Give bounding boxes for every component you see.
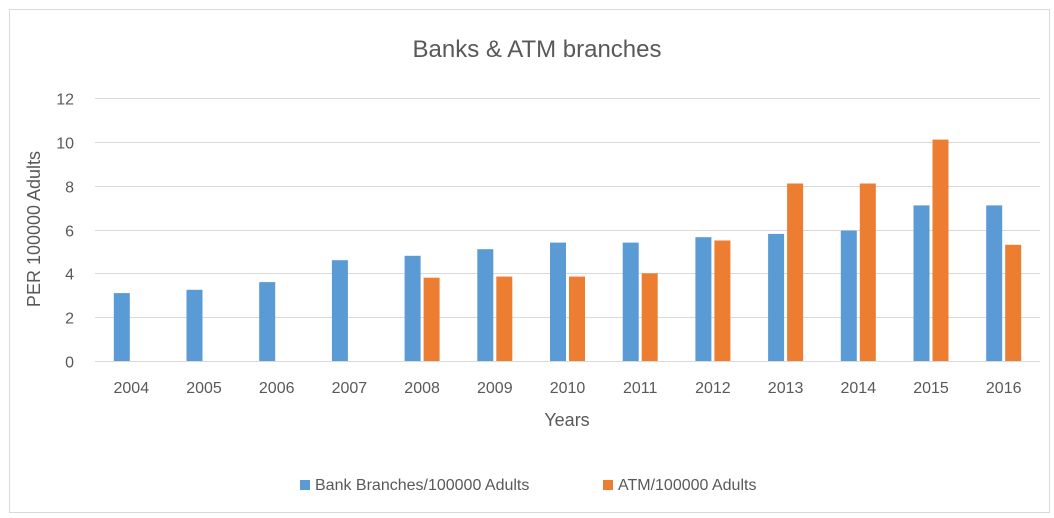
bank-branches-bar-2011 xyxy=(622,242,639,361)
legend-swatch-bank-branches xyxy=(300,480,310,490)
y-tick-label: 4 xyxy=(65,267,74,284)
atm-bar-2012 xyxy=(714,240,731,361)
x-tick-label: 2011 xyxy=(623,380,658,397)
atm-bar-2008 xyxy=(423,277,440,361)
x-tick-label: 2005 xyxy=(186,380,222,397)
atm-bar-2014 xyxy=(859,183,876,361)
y-tick-label: 6 xyxy=(65,224,74,241)
y-tick-label: 8 xyxy=(65,180,74,197)
bank-branches-bar-2006 xyxy=(259,282,276,361)
legend: Bank Branches/100000 Adults ATM/100000 A… xyxy=(300,477,756,494)
y-tick-label: 0 xyxy=(65,355,74,372)
x-tick-label: 2004 xyxy=(114,380,150,397)
bank-branches-bar-2004 xyxy=(113,293,130,361)
x-axis-title: Years xyxy=(544,410,589,430)
bank-branches-bar-2007 xyxy=(331,260,348,361)
x-tick-label: 2009 xyxy=(477,380,513,397)
legend-label-bank-branches: Bank Branches/100000 Adults xyxy=(315,477,529,494)
x-tick-label: 2014 xyxy=(841,380,877,397)
bank-branches-bar-2013 xyxy=(768,233,785,361)
y-axis-title: PER 100000 Adults xyxy=(24,151,44,307)
bank-branches-bar-2016 xyxy=(986,205,1003,361)
atm-bar-2013 xyxy=(787,183,804,361)
x-tick-label: 2006 xyxy=(259,380,295,397)
x-tick-label: 2013 xyxy=(768,380,804,397)
chart-title: Banks & ATM branches xyxy=(413,36,662,63)
bank-branches-bar-2010 xyxy=(550,242,566,361)
x-tick-label: 2015 xyxy=(913,380,949,397)
bank-branches-bar-2015 xyxy=(913,205,930,361)
atm-bar-2016 xyxy=(1005,244,1022,361)
y-tick-labels: 0 2 4 6 8 10 12 xyxy=(56,92,74,372)
y-tick-label: 2 xyxy=(65,311,74,328)
y-tick-label: 12 xyxy=(56,92,74,109)
x-tick-label: 2010 xyxy=(550,380,586,397)
x-tick-labels: 2004 2005 2006 2007 2008 2009 2010 2011 2012 2013… xyxy=(114,380,1022,397)
atm-bar-2015 xyxy=(932,139,949,361)
bank-branches-bar-2005 xyxy=(186,289,203,361)
x-tick-label: 2012 xyxy=(695,380,731,397)
bank-branches-bar-2014 xyxy=(840,230,857,361)
atm-bar-2009 xyxy=(496,276,513,361)
atm-bar-2011 xyxy=(641,273,658,361)
legend-label-atm: ATM/100000 Adults xyxy=(618,477,756,494)
x-tick-label: 2008 xyxy=(404,380,440,397)
legend-swatch-atm xyxy=(603,480,613,490)
bank-branches-bar-2012 xyxy=(695,237,712,361)
y-tick-label: 10 xyxy=(56,136,74,153)
grid-layer xyxy=(95,98,1040,362)
x-tick-label: 2016 xyxy=(986,380,1022,397)
atm-bar-2010 xyxy=(569,276,585,361)
chart-border xyxy=(9,9,1050,513)
bank-branches-bar-2008 xyxy=(404,255,421,361)
bar-layer xyxy=(113,139,1022,361)
bank-branches-bar-2009 xyxy=(477,249,494,361)
x-tick-label: 2007 xyxy=(332,380,368,397)
